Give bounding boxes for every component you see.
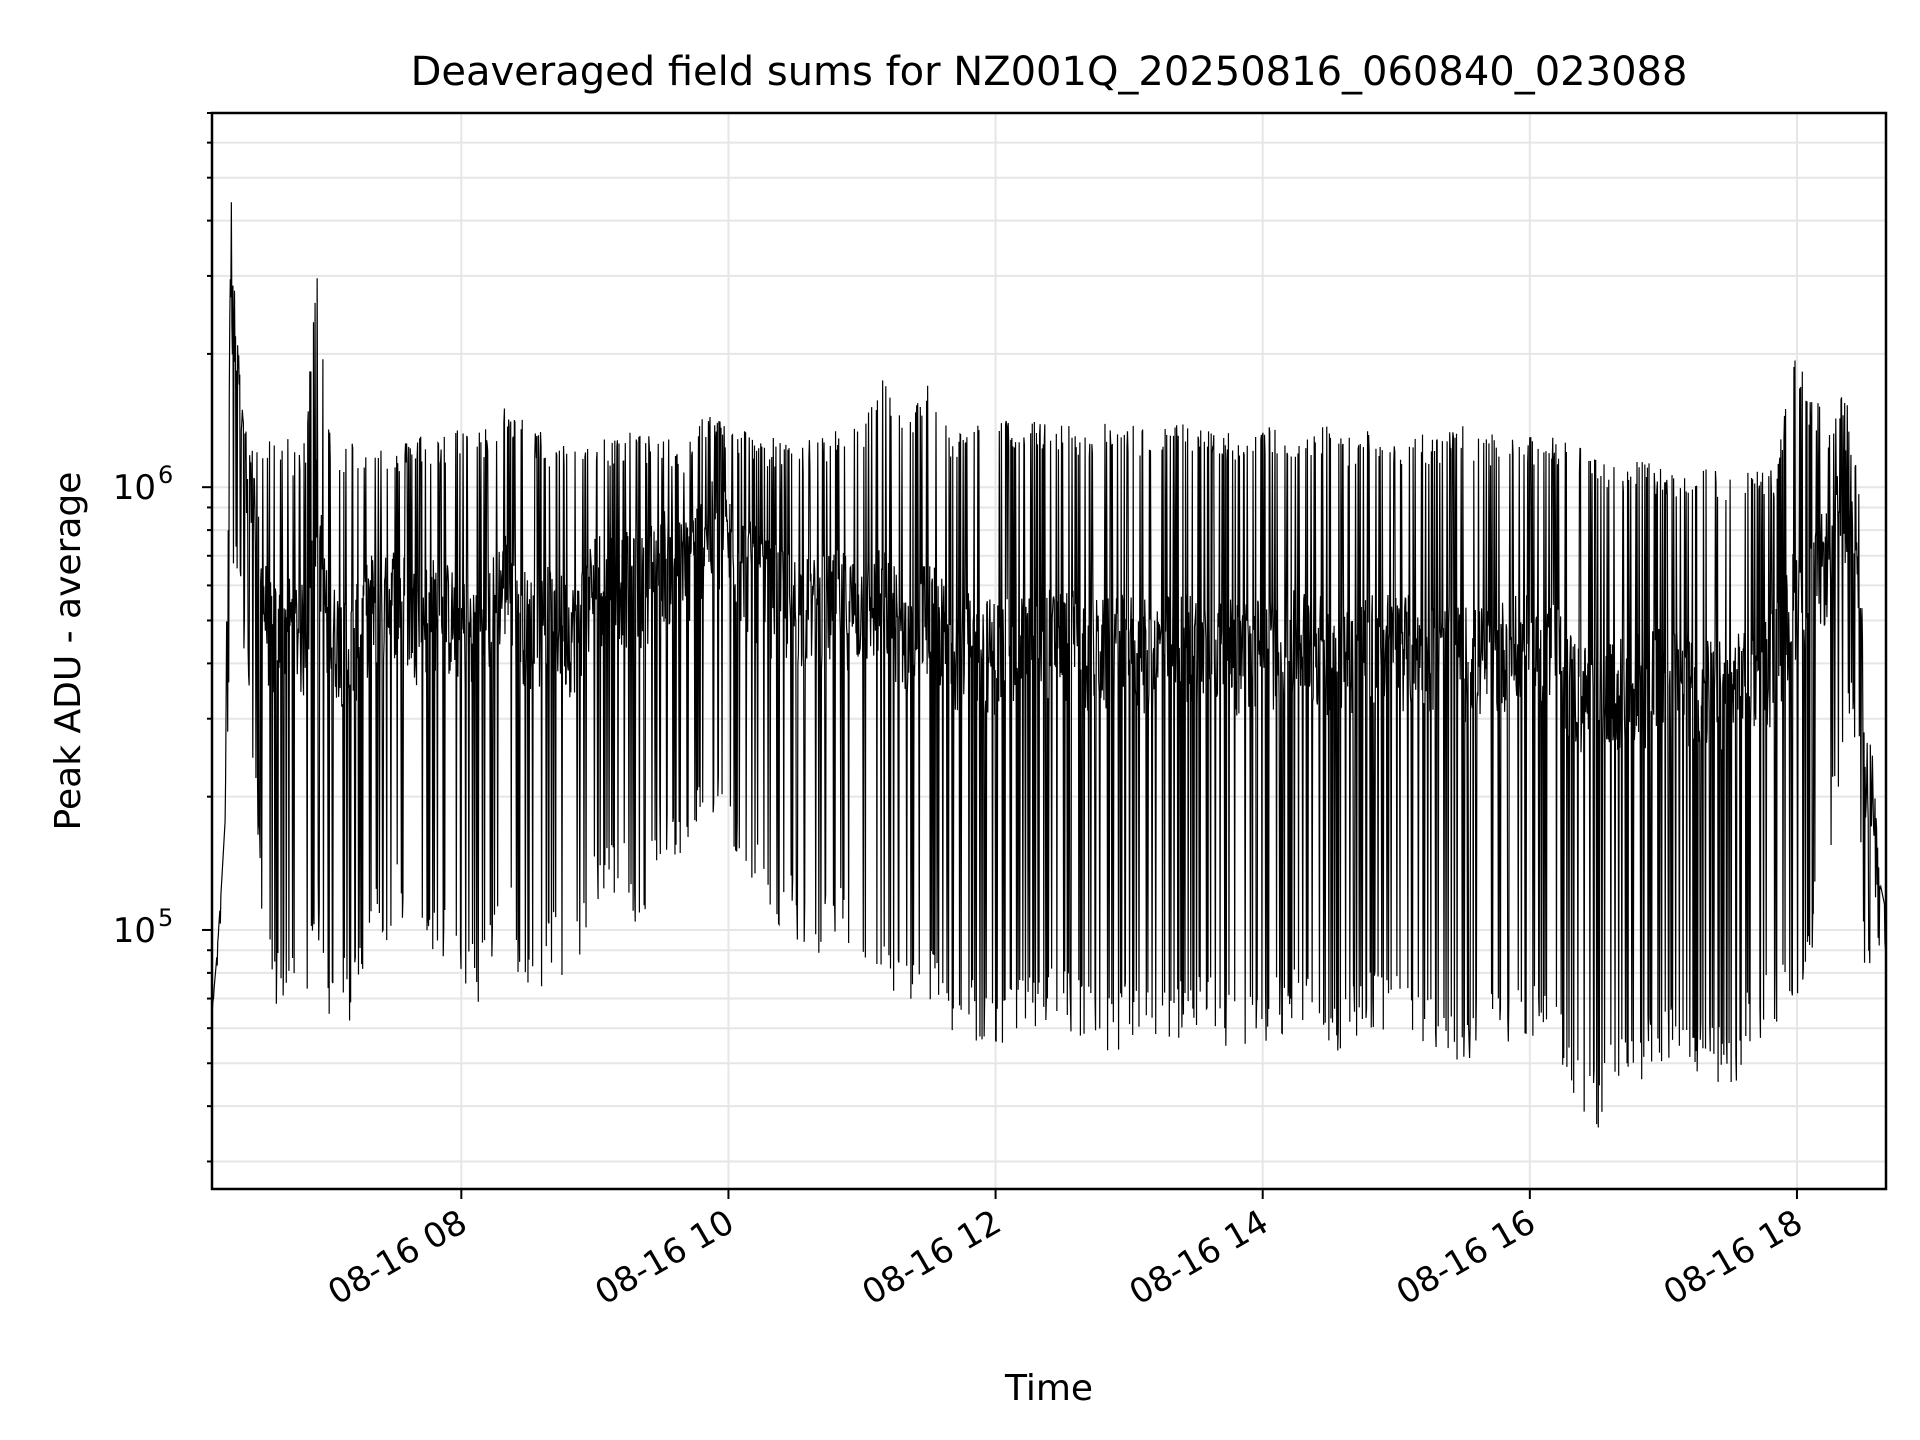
x-axis-label: Time bbox=[1004, 1368, 1093, 1409]
y-tick-exponent: 6 bbox=[158, 461, 173, 489]
y-tick-exponent: 5 bbox=[158, 904, 173, 932]
plot-frame bbox=[210, 111, 1888, 1191]
plot-area bbox=[212, 202, 1886, 1128]
y-tick-label: 10 bbox=[113, 468, 156, 508]
y-tick-base: 10 bbox=[113, 911, 156, 951]
series-line bbox=[212, 202, 1886, 1128]
y-tick-base: 10 bbox=[113, 468, 156, 508]
series-group bbox=[212, 202, 1886, 1128]
y-axis-label: Peak ADU - average bbox=[48, 472, 89, 831]
y-tick-label: 10 bbox=[113, 911, 156, 951]
chart-title: Deaveraged field sums for NZ001Q_2025081… bbox=[411, 49, 1688, 95]
